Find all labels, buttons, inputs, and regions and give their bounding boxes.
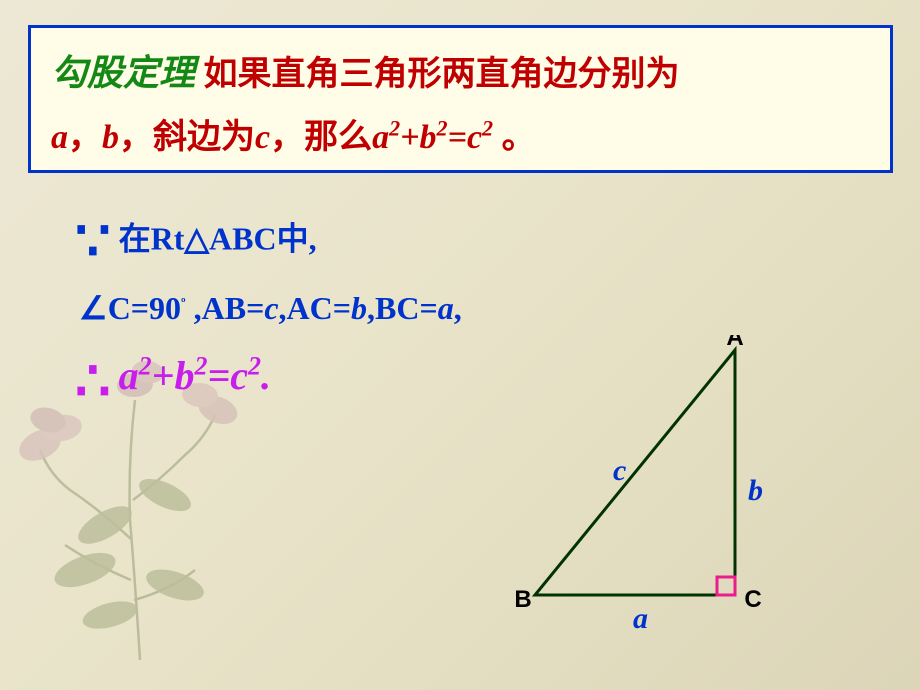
proof-line-1: ∵ 在Rt△ABC中,	[75, 200, 775, 284]
right-angle-marker	[717, 577, 735, 595]
vertex-C: C	[744, 586, 761, 613]
var-c: c	[255, 119, 270, 156]
vertex-A: A	[726, 335, 743, 351]
theorem-text-1: 如果直角三角形两直角边分别为	[195, 56, 680, 93]
proof-line-2: ∠C=90º ,AB=c,AC=b,BC=a,	[79, 284, 775, 332]
because-symbol: ∵	[75, 200, 111, 284]
formula: a2+b2=c2	[372, 119, 493, 156]
theorem-title: 勾股定理	[51, 53, 195, 93]
therefore-symbol: ∴	[75, 340, 111, 424]
triangle-shape	[535, 350, 735, 595]
vertex-B: B	[514, 586, 531, 613]
side-c: c	[613, 454, 626, 487]
theorem-box: 勾股定理 如果直角三角形两直角边分别为 a，b，斜边为c，那么a2+b2=c2 …	[28, 25, 893, 173]
var-b: b	[102, 119, 119, 156]
var-a: a	[51, 119, 68, 156]
side-a: a	[633, 602, 648, 635]
triangle-diagram: A B C c b a	[510, 335, 790, 635]
side-b: b	[748, 474, 763, 507]
